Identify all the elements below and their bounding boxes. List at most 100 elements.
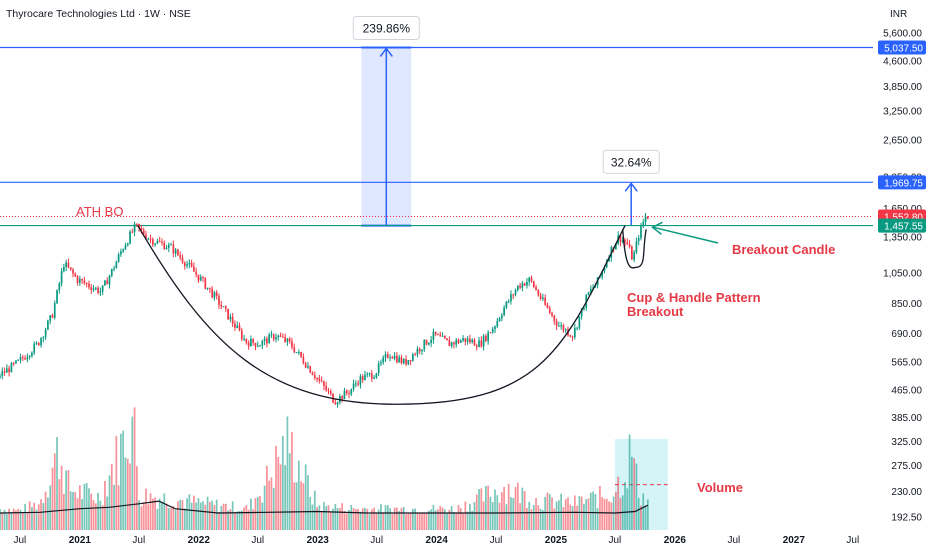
candle-body (250, 338, 252, 347)
candle-body (110, 269, 113, 276)
volume-bar (462, 512, 464, 530)
volume-bar (631, 456, 633, 530)
volume-bar (494, 489, 496, 530)
volume-bar (535, 497, 537, 530)
candle-body (60, 271, 63, 284)
volume-bar (427, 510, 430, 530)
volume-bar (186, 498, 188, 530)
volume-bar (405, 514, 407, 530)
candle-body (281, 336, 284, 338)
x-tick-label: 2026 (664, 535, 687, 546)
handle-projection-label: 32.64% (611, 155, 652, 169)
volume-bar (605, 498, 608, 530)
candle-body (619, 235, 622, 243)
candle-body (478, 340, 480, 347)
volume-bar (51, 467, 54, 530)
volume-bar (336, 508, 339, 530)
candle-body (412, 354, 414, 361)
candle-body (548, 308, 551, 313)
candle-body (63, 266, 65, 272)
candle-body (583, 307, 585, 309)
volume-bar (311, 504, 314, 530)
candle-body (286, 338, 289, 342)
x-tick-label: 2021 (69, 535, 92, 546)
volume-bar (291, 431, 293, 530)
candle-body (311, 372, 314, 376)
volume-bar (74, 492, 77, 530)
candle-body (373, 377, 375, 379)
volume-bar (617, 476, 620, 530)
y-tick-label: 465.00 (891, 386, 922, 397)
volume-bar (558, 500, 560, 530)
candle-body (368, 373, 371, 375)
candle-body (471, 339, 474, 343)
y-tick-label: 690.00 (891, 329, 922, 340)
volume-bar (635, 463, 638, 530)
volume-bar (373, 507, 375, 530)
pattern-label-line1: Cup & Handle Pattern (627, 290, 761, 305)
volume-bar (409, 513, 412, 530)
candle-body (142, 229, 145, 235)
volume-bar (599, 485, 601, 530)
candle-body (594, 284, 597, 288)
candle-body (58, 283, 61, 291)
candle-body (222, 306, 225, 308)
candle-body (275, 337, 277, 340)
candle-body (145, 234, 147, 239)
candle-body (624, 240, 626, 243)
candle-body (313, 375, 316, 379)
breakout-candle-label: Breakout Candle (732, 242, 835, 257)
volume-bar (537, 505, 540, 530)
candle-body (380, 362, 382, 364)
volume-bar (69, 491, 72, 530)
candle-body (28, 355, 31, 357)
volume-bar (512, 497, 515, 530)
y-tick-label: 1,350.00 (883, 233, 922, 244)
candle-body (108, 275, 111, 285)
volume-bar (555, 501, 558, 530)
y-tick-label: 850.00 (891, 299, 922, 310)
candle-body (24, 358, 26, 360)
candle-body (400, 357, 403, 364)
candle-body (309, 366, 312, 373)
candle-body (562, 325, 565, 331)
x-tick-label: 2027 (783, 535, 806, 546)
volume-bar (10, 511, 13, 530)
volume-bar (99, 500, 102, 530)
volume-bar (459, 508, 462, 530)
candle-body (366, 373, 369, 375)
candle-body (530, 277, 533, 282)
symbol-title[interactable]: Thyrocare Technologies Ltd · 1W · NSE (6, 8, 191, 20)
candle-body (158, 240, 161, 242)
volume-bar (215, 499, 218, 530)
y-tick-label: 1,050.00 (883, 269, 922, 280)
candle-body (263, 338, 266, 341)
candle-body (229, 316, 232, 320)
volume-bar (569, 504, 572, 530)
volume-bar (129, 463, 131, 530)
volume-bar (576, 505, 578, 530)
candle-body (555, 320, 558, 326)
volume-bar (47, 497, 49, 530)
projection-label-box (352, 15, 420, 40)
candle-body (510, 294, 512, 302)
volume-bar (254, 498, 257, 530)
x-tick-label: 2023 (307, 535, 330, 546)
volume-bar (514, 487, 517, 530)
candle-body (140, 227, 143, 230)
volume-bar (158, 498, 161, 530)
candle-body (457, 339, 460, 343)
candle-body (341, 396, 344, 400)
volume-bar (40, 499, 42, 530)
volume-bar (195, 502, 198, 530)
volume-bar (542, 510, 544, 530)
candle-body (35, 342, 38, 344)
volume-bar (642, 493, 645, 530)
candle-body (220, 304, 223, 307)
candle-body (12, 363, 15, 365)
candle-body (450, 342, 453, 347)
volume-bar (603, 498, 606, 530)
candle-body (10, 363, 13, 373)
volume-bar (113, 484, 115, 530)
